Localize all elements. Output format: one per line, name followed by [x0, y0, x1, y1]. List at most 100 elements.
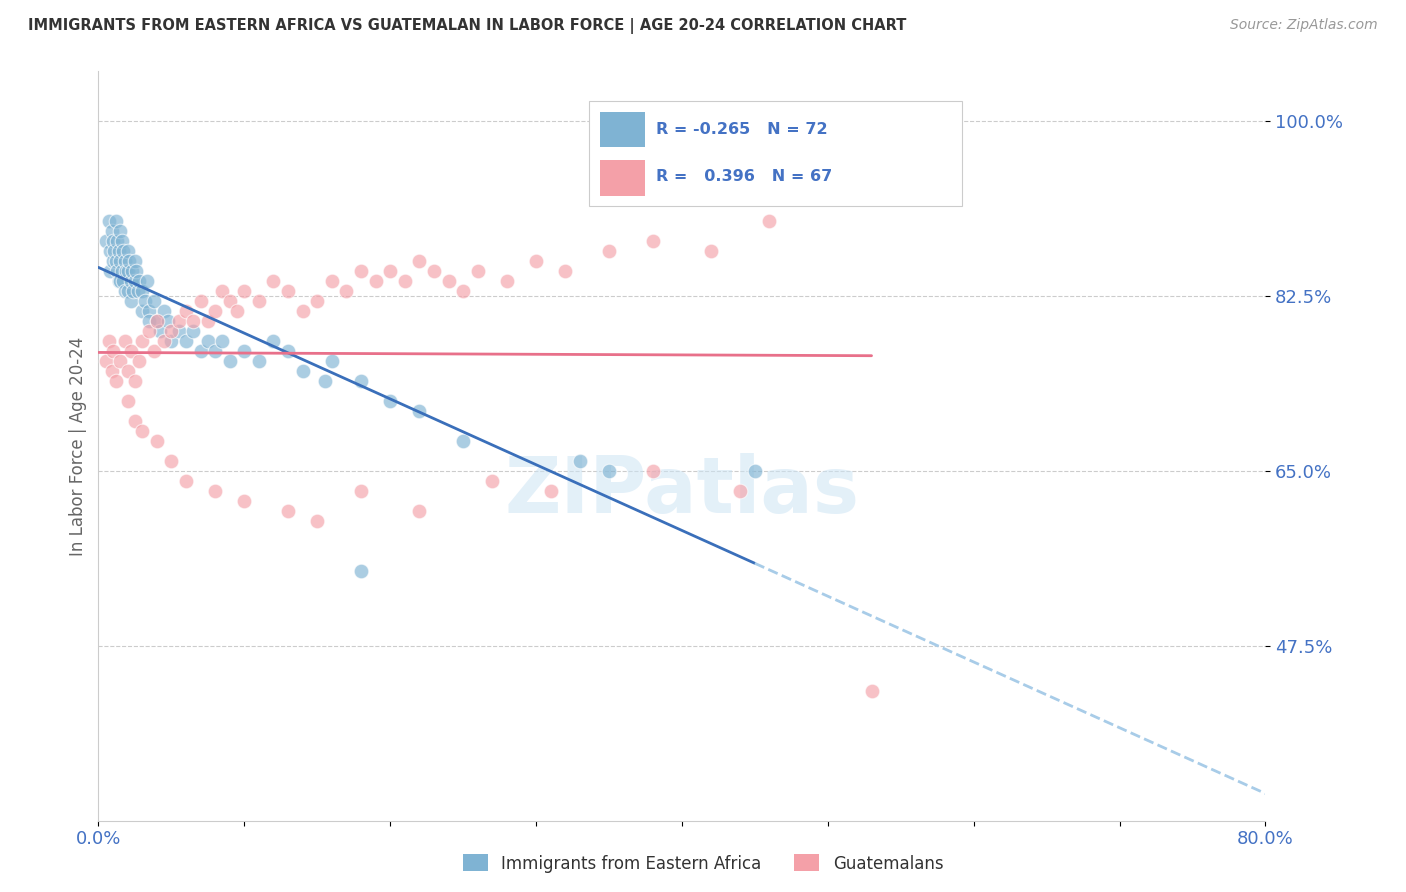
Point: [120, 294, 142, 309]
Point: [114, 334, 136, 348]
Point: [105, 234, 128, 248]
Point: [380, 264, 402, 278]
Point: [598, 244, 620, 259]
Point: [97, 334, 120, 348]
Point: [131, 334, 153, 348]
Point: [211, 284, 233, 298]
Point: [112, 274, 135, 288]
Point: [451, 434, 474, 448]
Point: [314, 374, 336, 388]
Point: [120, 344, 142, 359]
Point: [204, 304, 226, 318]
Point: [496, 274, 519, 288]
Point: [117, 264, 139, 278]
Point: [860, 683, 883, 698]
Point: [104, 374, 127, 388]
Point: [114, 254, 136, 268]
Point: [350, 264, 373, 278]
Point: [127, 284, 149, 298]
Point: [408, 404, 430, 418]
Point: [467, 264, 489, 278]
Point: [138, 324, 160, 338]
Point: [408, 254, 430, 268]
Point: [146, 434, 169, 448]
Point: [277, 284, 299, 298]
Point: [226, 304, 249, 318]
Point: [744, 464, 766, 478]
Point: [211, 334, 233, 348]
Point: [117, 284, 139, 298]
Point: [138, 314, 160, 328]
Point: [101, 344, 124, 359]
Point: [247, 294, 270, 309]
Point: [103, 244, 125, 259]
Point: [174, 304, 197, 318]
Point: [160, 334, 183, 348]
Point: [408, 504, 430, 518]
Point: [233, 494, 256, 508]
Point: [124, 374, 146, 388]
Point: [307, 294, 329, 309]
Point: [730, 483, 752, 498]
Point: [481, 474, 503, 488]
Point: [291, 304, 314, 318]
Point: [125, 264, 148, 278]
Point: [233, 344, 256, 359]
Point: [100, 224, 122, 238]
Point: [524, 254, 547, 268]
Text: IMMIGRANTS FROM EASTERN AFRICA VS GUATEMALAN IN LABOR FORCE | AGE 20-24 CORRELAT: IMMIGRANTS FROM EASTERN AFRICA VS GUATEM…: [28, 18, 907, 34]
Point: [190, 294, 212, 309]
Point: [98, 244, 121, 259]
Point: [138, 304, 160, 318]
Point: [118, 254, 141, 268]
Point: [554, 264, 576, 278]
Point: [641, 464, 664, 478]
Text: Source: ZipAtlas.com: Source: ZipAtlas.com: [1230, 18, 1378, 32]
Point: [160, 454, 183, 468]
Point: [364, 274, 387, 288]
Point: [190, 344, 212, 359]
Point: [321, 354, 343, 368]
Point: [197, 334, 219, 348]
Point: [110, 354, 132, 368]
Point: [98, 264, 121, 278]
Point: [568, 454, 591, 468]
Point: [394, 274, 416, 288]
Point: [112, 244, 135, 259]
Point: [167, 314, 190, 328]
Point: [121, 264, 143, 278]
Point: [105, 264, 128, 278]
Point: [233, 284, 256, 298]
Point: [380, 394, 402, 409]
Point: [117, 394, 139, 409]
Point: [174, 334, 197, 348]
Point: [160, 324, 183, 338]
Point: [124, 414, 146, 428]
Point: [122, 284, 145, 298]
Point: [110, 224, 132, 238]
Point: [97, 214, 120, 228]
Point: [120, 274, 142, 288]
Point: [117, 364, 139, 378]
Point: [117, 244, 139, 259]
Point: [350, 564, 373, 578]
Point: [134, 294, 156, 309]
Point: [350, 374, 373, 388]
Point: [110, 254, 132, 268]
Point: [128, 354, 150, 368]
Point: [131, 304, 153, 318]
Point: [146, 314, 169, 328]
Point: [131, 284, 153, 298]
Point: [153, 304, 176, 318]
Point: [598, 464, 620, 478]
Point: [277, 344, 299, 359]
Point: [111, 234, 134, 248]
Point: [277, 504, 299, 518]
Point: [262, 334, 284, 348]
Point: [321, 274, 343, 288]
Point: [100, 364, 122, 378]
Point: [124, 254, 146, 268]
Point: [128, 274, 150, 288]
Point: [174, 474, 197, 488]
Point: [135, 274, 157, 288]
